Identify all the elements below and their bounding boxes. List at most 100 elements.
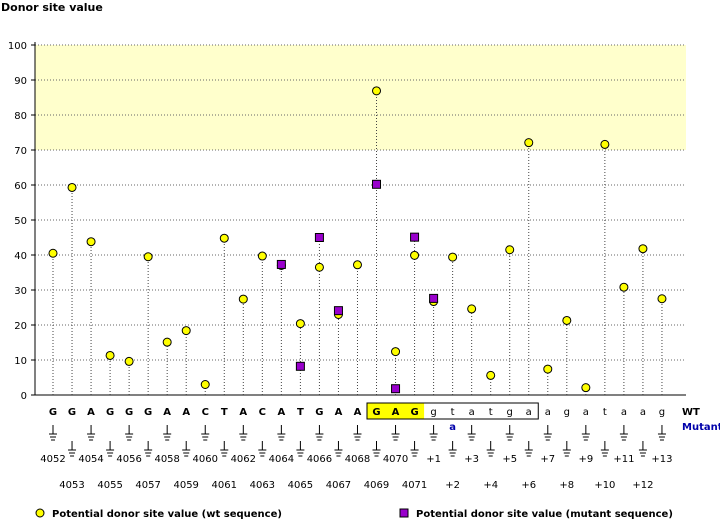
wt-point [448,252,458,262]
position-label: +8 [559,480,574,491]
position-label: 4064 [269,454,294,465]
wt-point [372,86,382,96]
legend-mutant-label: Potential donor site value (mutant seque… [416,509,673,520]
sequence-letter: t [451,407,455,418]
y-tick-label: 10 [14,356,27,367]
sequence-letter: a [545,407,551,418]
wt-point [524,138,534,148]
wt-point [200,380,210,389]
position-label: +4 [483,480,498,491]
wt-point [600,139,610,149]
legend-mutant-marker [399,508,409,518]
sequence-letter: a [640,407,646,418]
sequence-letter: A [182,407,190,418]
wt-point [486,370,496,380]
position-label: +9 [578,454,593,465]
sequence-letter: C [259,407,266,418]
position-label: +13 [651,454,672,465]
y-tick-label: 80 [14,111,27,122]
sequence-letter: A [335,407,343,418]
sequence-letter: A [354,407,362,418]
sequence-letter: A [239,407,247,418]
y-tick-label: 90 [14,76,27,87]
position-label: 4058 [154,454,179,465]
sequence-letter: A [277,407,285,418]
position-label: +10 [594,480,615,491]
y-tick-label: 50 [14,216,27,227]
position-label: 4060 [193,454,218,465]
sequence-letter: a [621,407,627,418]
position-label: +12 [632,480,653,491]
wt-point [295,319,305,329]
wt-row-label: WT [682,407,700,418]
position-label: 4059 [173,480,198,491]
sequence-letter: T [297,407,304,418]
threshold-band [35,45,686,150]
sequence-letter: g [564,407,570,418]
legend-wt-label: Potential donor site value (wt sequence) [52,509,282,520]
mutant-point [429,293,439,303]
position-label: 4054 [78,454,103,465]
sequence-letter: G [125,407,133,418]
wt-point [257,251,267,261]
sequence-letter: G [410,407,418,418]
chart-title: Donor site value [1,1,103,14]
sequence-letter: C [202,407,209,418]
mutant-point [372,179,382,189]
position-label: 4056 [116,454,141,465]
y-tick-label: 20 [14,321,27,332]
wt-point [505,245,515,255]
wt-point [657,294,667,304]
wt-point [143,252,153,262]
wt-point [410,250,420,260]
mutant-point [410,232,420,242]
sequence-letter: G [372,407,380,418]
wt-point [352,260,362,270]
mutant-point [295,361,305,371]
wt-point [562,315,572,325]
sequence-letter: g [507,407,513,418]
position-label: +1 [426,454,441,465]
mutant-row-label: Mutant [682,422,720,433]
sequence-letter: G [68,407,76,418]
mutant-point [391,384,401,394]
y-tick-label: 30 [14,286,27,297]
sequence-letter: G [144,407,152,418]
sequence-letter: g [430,407,436,418]
position-label: +3 [464,454,479,465]
position-label: +6 [521,480,536,491]
wt-point [543,364,553,374]
wt-point [619,282,629,292]
wt-point [314,262,324,272]
y-tick-label: 0 [21,391,27,402]
sequence-letter: a [526,407,532,418]
y-tick-label: 60 [14,181,27,192]
wt-point [124,356,134,366]
position-label: 4063 [250,480,275,491]
sequence-letter: G [315,407,323,418]
sequence-letter: A [87,407,95,418]
mutant-letter: a [449,422,456,433]
sequence-letter: g [659,407,665,418]
wt-point [238,294,248,304]
wt-point [86,237,96,247]
position-label: 4070 [383,454,408,465]
position-label: +7 [540,454,555,465]
wt-point [467,304,477,314]
y-tick-label: 70 [14,146,27,157]
position-label: +11 [613,454,634,465]
sequence-letter: t [603,407,607,418]
wt-point [48,248,58,258]
wt-point [391,347,401,357]
position-label: +2 [445,480,460,491]
wt-point [162,337,172,347]
sequence-letter: A [163,407,171,418]
position-label: 4071 [402,480,427,491]
position-label: 4069 [364,480,389,491]
position-label: 4066 [307,454,332,465]
sequence-letter: G [106,407,114,418]
sequence-letter: G [49,407,57,418]
wt-point [181,326,191,336]
